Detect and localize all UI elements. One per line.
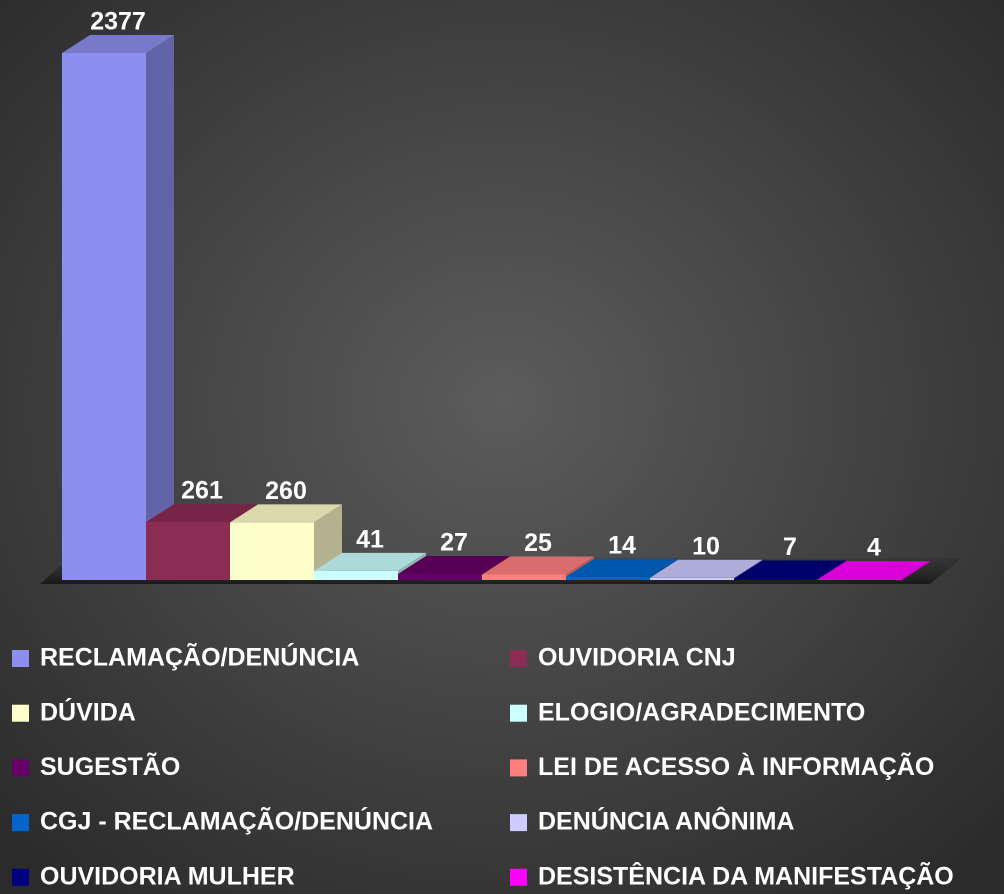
value-label: 4 [867, 534, 881, 562]
legend-swatch [510, 650, 527, 667]
bar-top [62, 35, 174, 53]
bar-top [566, 558, 678, 577]
value-label: 27 [440, 529, 468, 557]
value-label: 14 [608, 532, 636, 560]
bar-top [650, 559, 762, 578]
legend-swatch [12, 650, 29, 667]
value-label: 2377 [90, 8, 146, 36]
legend: RECLAMAÇÃO/DENÚNCIA OUVIDORIA CNJ DÚVIDA EL… [12, 642, 954, 890]
legend-label: SUGESTÃO [40, 751, 180, 781]
legend-label: DÚVIDA [40, 696, 136, 726]
legend-swatch [12, 759, 29, 777]
value-label: 25 [524, 529, 552, 557]
legend-swatch [12, 868, 29, 886]
bar [62, 53, 146, 580]
legend-swatch [510, 759, 527, 777]
bar-side [146, 35, 174, 580]
bar-top [818, 561, 930, 580]
legend-swatch [12, 814, 29, 832]
bar-top [230, 504, 342, 523]
legend-swatch [510, 704, 527, 722]
bar-side [902, 561, 930, 580]
bars: 2377 261 260 41 27 25 14 10 7 4 [62, 8, 930, 580]
bar [818, 579, 902, 580]
value-label: 41 [356, 526, 384, 554]
legend-label: ELOGIO/AGRADECIMENTO [538, 698, 865, 726]
legend-label: DESISTÊNCIA DA MANIFESTAÇÃO [538, 860, 954, 890]
legend-swatch [510, 814, 527, 832]
value-label: 261 [181, 477, 223, 505]
bar [734, 578, 818, 580]
bar [230, 522, 314, 580]
value-label: 10 [692, 532, 720, 560]
bar [482, 574, 566, 580]
bar [398, 574, 482, 580]
bar [650, 577, 734, 580]
legend-label: RECLAMAÇÃO/DENÚNCIA [40, 642, 359, 672]
bar [314, 570, 398, 580]
bar-top [146, 504, 258, 523]
value-label: 260 [265, 477, 307, 505]
bar-top [482, 556, 594, 575]
bar [146, 522, 230, 580]
legend-label: DENÚNCIA ANÔNIMA [538, 806, 794, 836]
bar-top [734, 560, 846, 579]
legend-label: CGJ - RECLAMAÇÃO/DENÚNCIA [40, 806, 433, 836]
bar [566, 576, 650, 580]
legend-label: OUVIDORIA MULHER [40, 862, 295, 890]
legend-label: OUVIDORIA CNJ [538, 644, 736, 672]
legend-swatch [12, 704, 29, 722]
bar-top [314, 552, 426, 571]
legend-swatch [510, 868, 527, 886]
bar-top [398, 556, 510, 575]
legend-label: LEI DE ACESSO À INFORMAÇÃO [538, 751, 934, 781]
value-label: 7 [783, 533, 797, 561]
